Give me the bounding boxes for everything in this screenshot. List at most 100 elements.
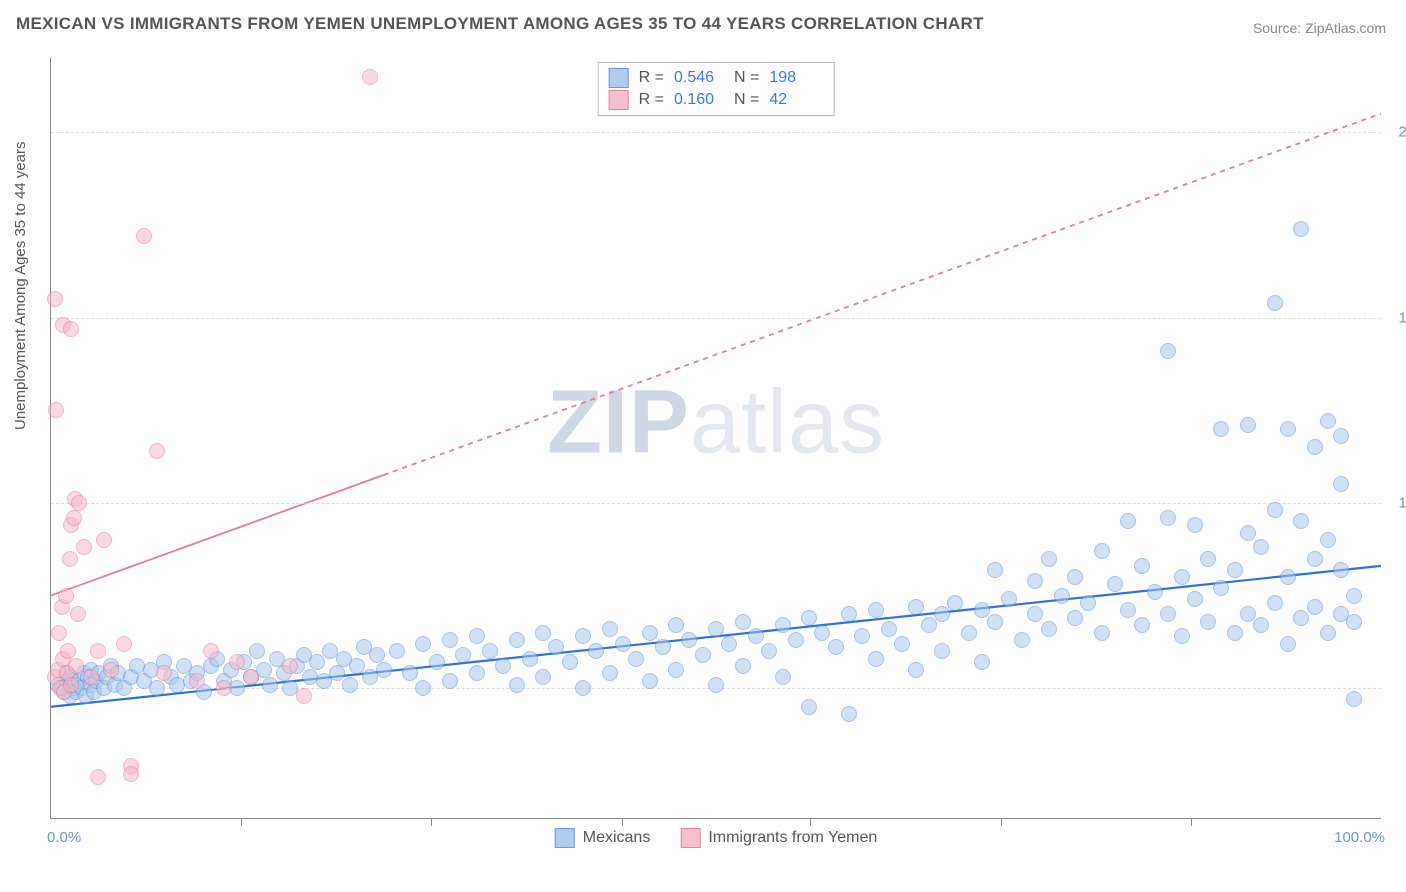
data-point-mex (482, 643, 498, 659)
legend-item-mex: Mexicans (555, 828, 651, 848)
data-point-mex (495, 658, 511, 674)
data-point-mex (775, 669, 791, 685)
data-point-mex (1280, 636, 1296, 652)
data-point-mex (442, 673, 458, 689)
data-point-mex (708, 621, 724, 637)
data-point-mex (974, 654, 990, 670)
data-point-mex (947, 595, 963, 611)
data-point-mex (509, 677, 525, 693)
data-point-mex (1187, 591, 1203, 607)
data-point-mex (1094, 625, 1110, 641)
data-point-mex (1213, 580, 1229, 596)
data-point-mex (1333, 428, 1349, 444)
data-point-mex (1041, 551, 1057, 567)
data-point-mex (455, 647, 471, 663)
data-point-mex (735, 658, 751, 674)
data-point-yem (189, 673, 205, 689)
data-point-mex (376, 662, 392, 678)
data-point-mex (1094, 543, 1110, 559)
data-point-mex (369, 647, 385, 663)
data-point-mex (1293, 221, 1309, 237)
x-tick (1001, 818, 1002, 826)
y-tick-label: 15.0% (1386, 309, 1406, 326)
data-point-mex (1227, 625, 1243, 641)
data-point-mex (1280, 569, 1296, 585)
data-point-mex (1120, 513, 1136, 529)
data-point-yem (149, 443, 165, 459)
data-point-mex (1187, 517, 1203, 533)
data-point-mex (469, 665, 485, 681)
legend-label-yem: Immigrants from Yemen (708, 829, 877, 847)
data-point-mex (575, 680, 591, 696)
legend-item-yem: Immigrants from Yemen (680, 828, 877, 848)
data-point-yem (103, 662, 119, 678)
data-point-mex (974, 602, 990, 618)
data-point-mex (415, 636, 431, 652)
data-point-mex (868, 602, 884, 618)
n-label: N = (734, 89, 759, 111)
data-point-yem (90, 643, 106, 659)
x-tick (431, 818, 432, 826)
data-point-mex (881, 621, 897, 637)
data-point-mex (1333, 562, 1349, 578)
data-point-mex (1320, 532, 1336, 548)
data-point-yem (203, 643, 219, 659)
r-value-mex: 0.546 (674, 67, 724, 89)
gridline (51, 132, 1381, 133)
data-point-yem (123, 766, 139, 782)
data-point-yem (229, 654, 245, 670)
data-point-mex (249, 643, 265, 659)
data-point-mex (522, 651, 538, 667)
data-point-mex (1134, 558, 1150, 574)
x-tick (810, 818, 811, 826)
data-point-mex (1174, 628, 1190, 644)
watermark-zip: ZIP (547, 372, 690, 472)
data-point-mex (908, 662, 924, 678)
data-point-mex (1320, 413, 1336, 429)
data-point-mex (1240, 525, 1256, 541)
data-point-mex (841, 606, 857, 622)
swatch-yem (609, 90, 629, 110)
x-axis-start-label: 0.0% (47, 829, 81, 846)
data-point-mex (262, 677, 278, 693)
data-point-mex (934, 643, 950, 659)
plot-area: ZIPatlas R = 0.546 N = 198 R = 0.160 N =… (50, 58, 1381, 819)
data-point-mex (894, 636, 910, 652)
n-value-yem: 42 (769, 89, 819, 111)
data-point-mex (1280, 421, 1296, 437)
data-point-mex (1240, 606, 1256, 622)
gridline (51, 318, 1381, 319)
data-point-mex (1267, 295, 1283, 311)
data-point-yem (66, 510, 82, 526)
data-point-mex (801, 699, 817, 715)
chart-title: MEXICAN VS IMMIGRANTS FROM YEMEN UNEMPLO… (16, 14, 984, 34)
data-point-mex (588, 643, 604, 659)
watermark: ZIPatlas (547, 371, 885, 474)
data-point-mex (1147, 584, 1163, 600)
data-point-mex (402, 665, 418, 681)
data-point-mex (708, 677, 724, 693)
data-point-yem (58, 588, 74, 604)
data-point-mex (575, 628, 591, 644)
data-point-yem (116, 636, 132, 652)
data-point-mex (469, 628, 485, 644)
data-point-mex (342, 677, 358, 693)
data-point-mex (1346, 614, 1362, 630)
data-point-mex (1346, 691, 1362, 707)
data-point-yem (156, 665, 172, 681)
y-tick-label: 10.0% (1386, 494, 1406, 511)
data-point-mex (415, 680, 431, 696)
data-point-mex (389, 643, 405, 659)
data-point-mex (761, 643, 777, 659)
data-point-mex (615, 636, 631, 652)
legend-row-yem: R = 0.160 N = 42 (609, 89, 820, 111)
data-point-mex (1293, 513, 1309, 529)
data-point-mex (642, 625, 658, 641)
data-point-mex (602, 621, 618, 637)
data-point-yem (296, 688, 312, 704)
data-point-mex (628, 651, 644, 667)
data-point-mex (1067, 610, 1083, 626)
data-point-mex (1120, 602, 1136, 618)
data-point-mex (1346, 588, 1362, 604)
data-point-mex (1160, 510, 1176, 526)
